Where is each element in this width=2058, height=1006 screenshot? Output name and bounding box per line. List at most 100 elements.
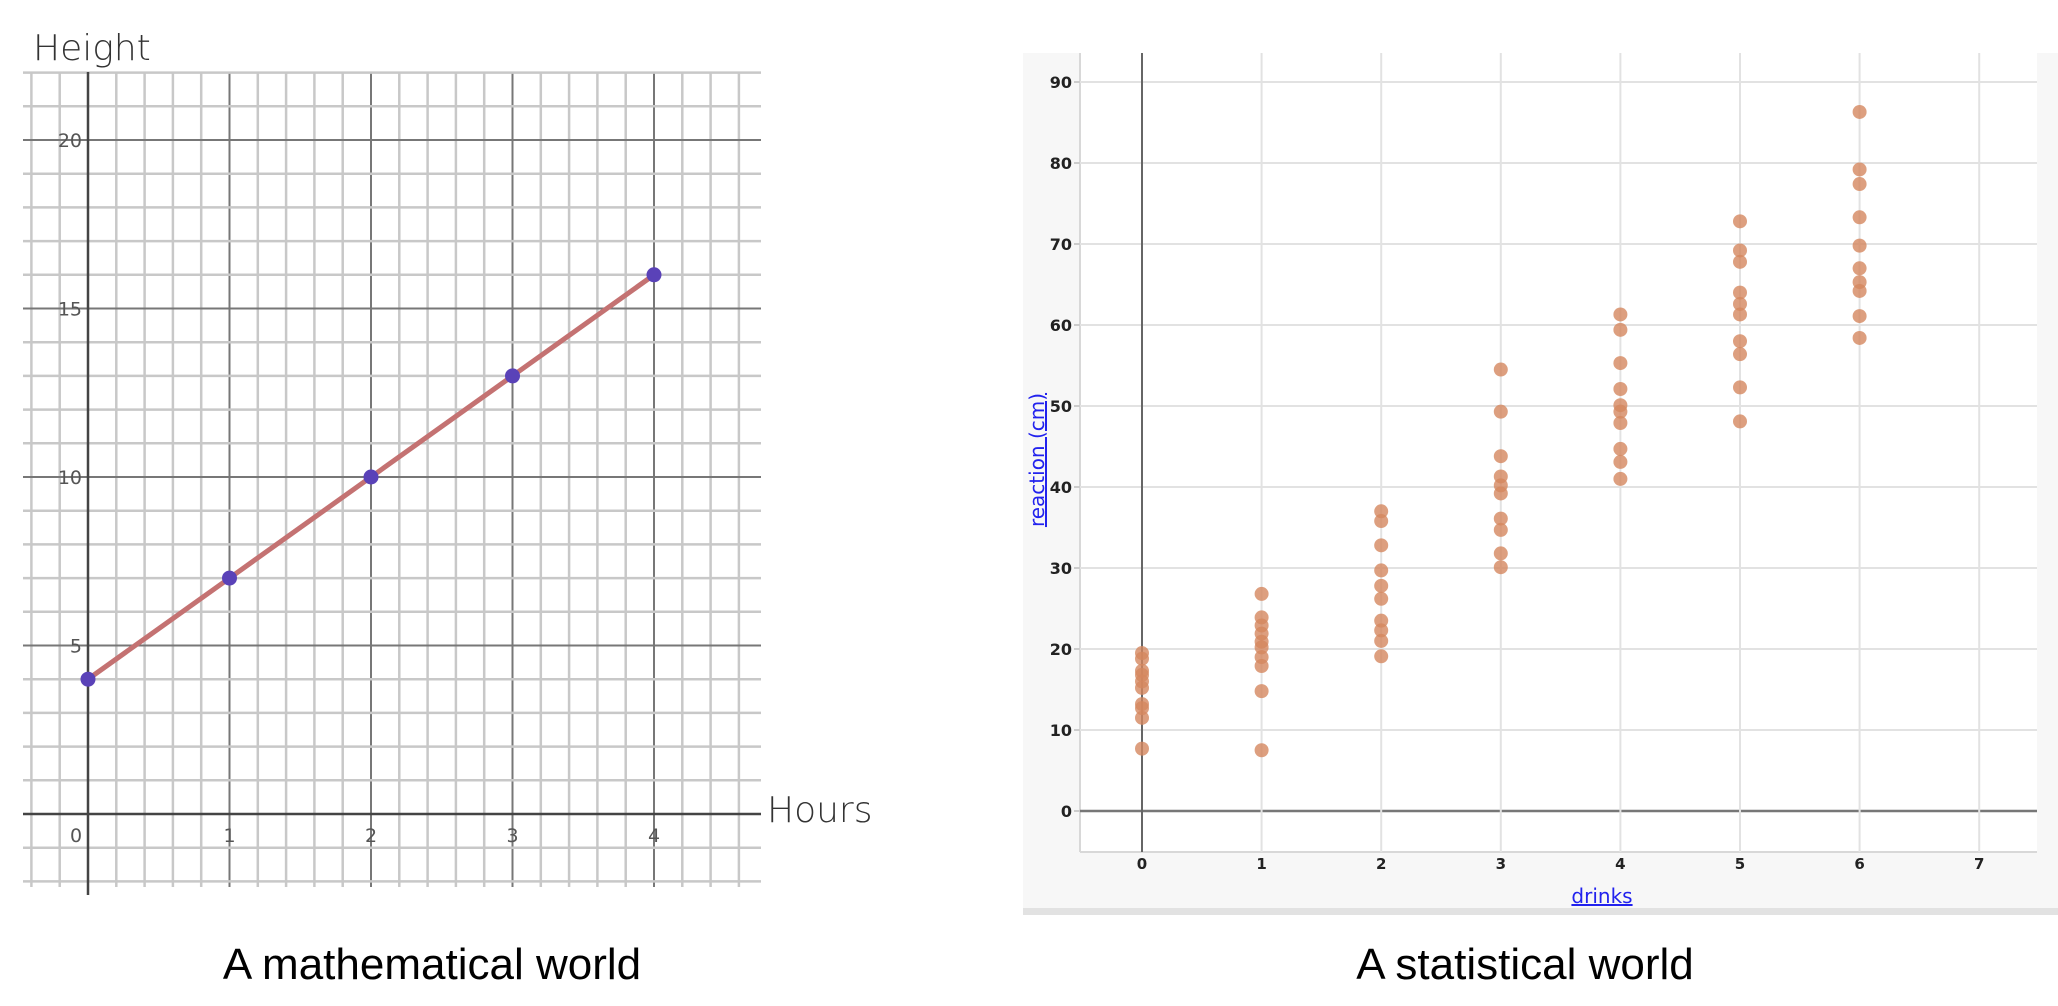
scatter-point [1733, 414, 1747, 429]
caption-statistical-world: A statistical world [1356, 940, 1694, 989]
y-tick-label: 90 [1050, 73, 1072, 92]
scatter-point [1374, 514, 1389, 529]
scatter-point [1852, 309, 1867, 324]
math-line-chart: 5 10 15 20 0 1 2 3 4 [23, 71, 761, 895]
scatter-point [1374, 633, 1389, 648]
scatter-point [1374, 504, 1389, 519]
data-point [505, 368, 520, 384]
scatter-point [1493, 511, 1508, 526]
scatter-point [1254, 640, 1269, 655]
x-tick-label: 2 [365, 825, 377, 847]
y-axis-label-reaction[interactable]: reaction (cm) [1025, 392, 1049, 528]
y-tick-label: 30 [1050, 559, 1072, 578]
scatter-point [1852, 104, 1867, 119]
scatter-point [1852, 283, 1867, 298]
stat-scatter-chart: 0 10 20 30 40 50 60 70 80 90 0 1 2 3 4 5 6 7 [1050, 53, 2037, 873]
scatter-point [1493, 546, 1508, 561]
scatter-point [1733, 380, 1747, 395]
scatter-point [1613, 356, 1628, 371]
y-tick-label: 20 [1050, 640, 1072, 659]
scatter-point [1852, 177, 1867, 192]
scatter-point [1733, 254, 1747, 269]
y-tick-label: 10 [1050, 721, 1072, 740]
scatter-point [1374, 649, 1389, 664]
scatter-point [1613, 441, 1628, 456]
scatter-point [1135, 680, 1149, 695]
scatter-point [1374, 538, 1389, 553]
x-tick-label: 0 [1137, 855, 1147, 873]
y-tick-label: 10 [58, 467, 82, 489]
x-axis-label-hours: Hours [767, 790, 873, 831]
x-tick-label: 7 [1974, 855, 1984, 873]
scatter-point [1254, 659, 1269, 674]
y-tick-label: 15 [58, 299, 82, 321]
data-point [646, 267, 662, 283]
plot-area [1080, 53, 2037, 852]
scatter-point [1733, 285, 1747, 300]
scatter-point [1613, 454, 1628, 469]
x-tick-label: 3 [1496, 855, 1506, 873]
x-tick-label: 2 [1376, 855, 1386, 873]
x-tick-label: 4 [1615, 855, 1625, 873]
scatter-point [1613, 404, 1628, 419]
x-tick-label: 3 [506, 825, 518, 847]
scatter-point [1733, 347, 1747, 362]
scatter-point [1374, 578, 1389, 593]
scatter-point [1613, 471, 1628, 486]
y-axis-label-height: Height [33, 28, 151, 69]
y-tick-label: 0 [1061, 802, 1072, 821]
x-axis-label-drinks[interactable]: drinks [1571, 884, 1633, 908]
scatter-point [1613, 381, 1628, 396]
x-tick-label: 0 [70, 825, 82, 847]
scatter-point [1733, 214, 1747, 229]
graph-bottom-bar [1023, 908, 2058, 915]
scatter-point [1613, 307, 1628, 322]
scatter-point [1733, 307, 1747, 322]
data-point [363, 469, 379, 485]
scatter-point [1613, 322, 1628, 337]
x-tick-label: 1 [223, 825, 235, 847]
scatter-point [1852, 210, 1867, 225]
scatter-point [1733, 243, 1747, 258]
y-tick-label: 50 [1050, 397, 1072, 416]
scatter-point [1493, 449, 1508, 464]
y-tick-label: 60 [1050, 316, 1072, 335]
scatter-point [1493, 560, 1508, 575]
x-tick-label: 6 [1854, 855, 1864, 873]
scatter-point [1493, 522, 1508, 537]
y-tick-label: 80 [1050, 154, 1072, 173]
y-tick-label: 5 [70, 636, 82, 658]
scatter-point [1135, 710, 1149, 725]
scatter-point [1374, 613, 1389, 628]
scatter-point [1852, 330, 1867, 345]
scatter-point [1852, 238, 1867, 253]
scatter-point [1733, 296, 1747, 311]
scatter-point [1254, 684, 1269, 699]
scatter-point [1493, 486, 1508, 501]
data-point [80, 671, 96, 687]
scatter-point [1493, 362, 1508, 377]
scatter-point [1852, 162, 1867, 177]
scatter-point [1135, 651, 1149, 666]
scatter-point [1254, 743, 1269, 758]
y-tick-label: 40 [1050, 478, 1072, 497]
scatter-point [1613, 416, 1628, 431]
scatter-point [1374, 623, 1389, 638]
stat-graph-panel: 0 10 20 30 40 50 60 70 80 90 0 1 2 3 4 5 6 7 reaction (cm… [1023, 53, 2058, 915]
y-tick-label: 20 [58, 130, 82, 152]
scatter-point [1135, 741, 1149, 756]
caption-mathematical-world: A mathematical world [222, 940, 642, 989]
math-graph-panel: 5 10 15 20 0 1 2 3 4 Height Hours [0, 0, 900, 910]
scatter-point [1733, 334, 1747, 349]
x-tick-label: 4 [648, 825, 660, 847]
scatter-point [1374, 591, 1389, 606]
scatter-point [1374, 563, 1389, 578]
scatter-point [1493, 404, 1508, 419]
scatter-point [1135, 701, 1149, 716]
data-point [222, 570, 237, 586]
scatter-point [1852, 261, 1867, 276]
scatter-point [1254, 586, 1269, 601]
x-tick-label: 5 [1735, 855, 1745, 873]
x-tick-label: 1 [1256, 855, 1266, 873]
y-tick-label: 70 [1050, 235, 1072, 254]
